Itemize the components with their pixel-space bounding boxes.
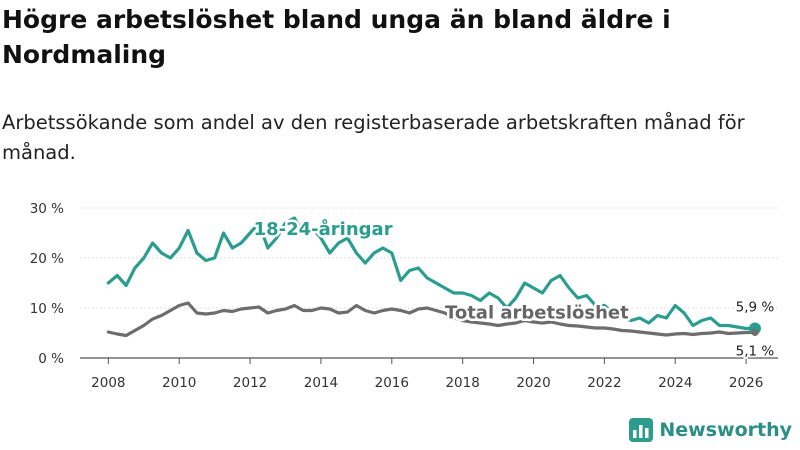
- x-tick-label: 2010: [162, 375, 196, 391]
- y-tick-label: 30 %: [30, 201, 64, 217]
- brand-name: Newsworthy: [659, 419, 792, 441]
- x-tick-label: 2022: [587, 375, 621, 391]
- series-endpoint-total: [751, 329, 759, 336]
- chart-title: Högre arbetslöshet bland unga än bland ä…: [2, 5, 671, 69]
- y-tick-label: 10 %: [30, 301, 64, 317]
- end-label-youth: 5,9 %: [736, 300, 775, 316]
- x-tick-label: 2026: [729, 375, 763, 391]
- series-line-youth: [106, 216, 757, 331]
- newsworthy-logo: Newsworthy: [629, 416, 792, 444]
- y-tick-label: 0 %: [38, 351, 64, 367]
- end-label-total: 5,1 %: [736, 344, 775, 360]
- x-axis: 2008 2010 2012 2014 2016 2018 2020 2022 2024 2026: [91, 358, 763, 391]
- x-tick-label: 2016: [375, 375, 409, 391]
- series-label-youth: 18-24-åringar: [254, 218, 393, 240]
- x-tick-label: 2014: [304, 375, 338, 391]
- series-line-total: [106, 301, 757, 338]
- series-lines: [106, 216, 761, 338]
- y-tick-label: 20 %: [30, 251, 64, 267]
- y-axis: 0 % 10 % 20 % 30 %: [30, 201, 64, 367]
- x-tick-label: 2020: [516, 375, 550, 391]
- bar-chart-logo-icon: [629, 418, 654, 442]
- series-labels: 18-24-åringar Total arbetslöshet 5,9 % 5,1 …: [251, 216, 776, 362]
- x-tick-label: 2024: [658, 375, 692, 391]
- chart-subtitle: Arbetssökande som andel av den registerb…: [2, 111, 745, 164]
- x-tick-label: 2018: [445, 375, 479, 391]
- x-tick-label: 2012: [233, 375, 267, 391]
- series-label-total: Total arbetslöshet: [445, 303, 629, 324]
- x-tick-label: 2008: [91, 375, 125, 391]
